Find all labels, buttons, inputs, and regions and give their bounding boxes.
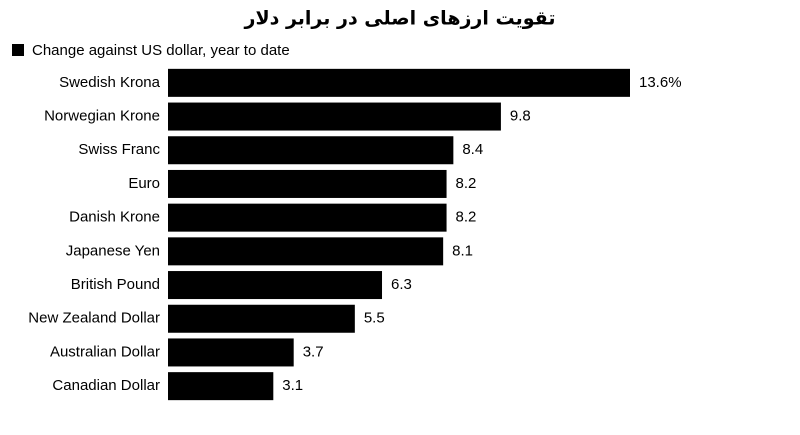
y-tick-label: Canadian Dollar — [52, 377, 160, 394]
y-tick-label: Australian Dollar — [50, 343, 160, 360]
y-tick-label: Euro — [128, 175, 160, 192]
bar — [168, 237, 444, 266]
bar — [168, 271, 383, 300]
value-label: 5.5 — [364, 310, 385, 327]
value-label: 9.8 — [510, 108, 531, 125]
value-label: 8.1 — [452, 242, 473, 259]
bar — [168, 338, 294, 367]
y-tick-label: Japanese Yen — [66, 242, 160, 259]
y-tick-label: New Zealand Dollar — [28, 310, 160, 327]
bar — [168, 304, 355, 333]
value-label: 8.2 — [456, 209, 477, 226]
bar — [168, 372, 274, 401]
bar — [168, 203, 447, 232]
y-tick-label: Swedish Krona — [59, 74, 161, 91]
value-label: 8.4 — [462, 141, 483, 158]
value-label: 3.7 — [303, 343, 324, 360]
y-tick-label: Swiss Franc — [78, 141, 160, 158]
y-tick-label: Danish Krone — [69, 209, 160, 226]
bar — [168, 68, 630, 97]
value-label: 3.1 — [282, 377, 303, 394]
legend-swatch — [12, 44, 24, 56]
value-label: 6.3 — [391, 276, 412, 293]
bar — [168, 102, 501, 131]
value-label: 13.6% — [639, 74, 682, 91]
value-label: 8.2 — [456, 175, 477, 192]
y-tick-label: British Pound — [71, 276, 160, 293]
y-tick-label: Norwegian Krone — [44, 108, 160, 125]
bar — [168, 169, 447, 198]
chart-title: تقویت ارزهای اصلی در برابر دلار — [244, 8, 556, 30]
bar — [168, 136, 454, 165]
legend-label: Change against US dollar, year to date — [32, 42, 290, 59]
